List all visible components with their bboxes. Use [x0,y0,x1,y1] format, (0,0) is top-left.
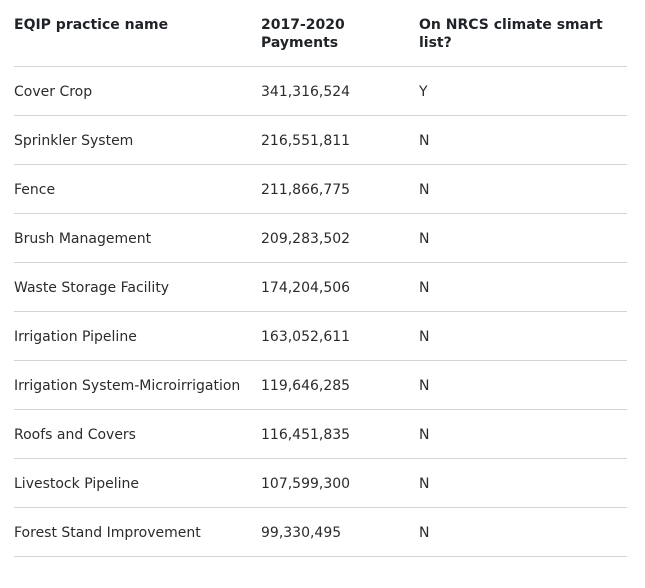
cell-climate-smart: N [419,262,627,312]
cell-payments: 209,283,502 [261,213,419,263]
table-row: Irrigation System-Microirrigation 119,64… [14,360,627,410]
table-row: Waste Storage Facility 174,204,506 N [14,262,627,312]
cell-climate-smart: N [419,507,627,557]
eqip-payments-table: EQIP practice name 2017-2020 Payments On… [14,15,627,557]
cell-climate-smart: N [419,311,627,361]
cell-climate-smart: N [419,213,627,263]
table-row: Forest Stand Improvement 99,330,495 N [14,507,627,557]
cell-climate-smart: N [419,409,627,459]
cell-practice-name: Irrigation System-Microirrigation [14,360,261,410]
cell-practice-name: Cover Crop [14,66,261,116]
cell-payments: 341,316,524 [261,66,419,116]
cell-climate-smart: N [419,360,627,410]
table-row: Cover Crop 341,316,524 Y [14,66,627,116]
header-climate-smart: On NRCS climate smart list? [419,15,627,67]
cell-climate-smart: Y [419,66,627,116]
cell-practice-name: Brush Management [14,213,261,263]
cell-practice-name: Roofs and Covers [14,409,261,459]
header-payments: 2017-2020 Payments [261,15,419,67]
cell-payments: 107,599,300 [261,458,419,508]
cell-climate-smart: N [419,164,627,214]
table-header: EQIP practice name 2017-2020 Payments On… [14,15,627,67]
header-row: EQIP practice name 2017-2020 Payments On… [14,15,627,67]
cell-practice-name: Waste Storage Facility [14,262,261,312]
cell-climate-smart: N [419,115,627,165]
cell-payments: 174,204,506 [261,262,419,312]
cell-practice-name: Fence [14,164,261,214]
cell-payments: 163,052,611 [261,311,419,361]
cell-practice-name: Sprinkler System [14,115,261,165]
table-row: Fence 211,866,775 N [14,164,627,214]
cell-payments: 119,646,285 [261,360,419,410]
table-row: Irrigation Pipeline 163,052,611 N [14,311,627,361]
cell-practice-name: Forest Stand Improvement [14,507,261,557]
header-practice-name: EQIP practice name [14,15,261,67]
table-row: Livestock Pipeline 107,599,300 N [14,458,627,508]
cell-climate-smart: N [419,458,627,508]
cell-practice-name: Irrigation Pipeline [14,311,261,361]
table-row: Roofs and Covers 116,451,835 N [14,409,627,459]
table-row: Sprinkler System 216,551,811 N [14,115,627,165]
eqip-payments-table-container: EQIP practice name 2017-2020 Payments On… [14,15,627,557]
cell-payments: 216,551,811 [261,115,419,165]
cell-payments: 116,451,835 [261,409,419,459]
cell-payments: 211,866,775 [261,164,419,214]
table-row: Brush Management 209,283,502 N [14,213,627,263]
cell-payments: 99,330,495 [261,507,419,557]
cell-practice-name: Livestock Pipeline [14,458,261,508]
table-body: Cover Crop 341,316,524 Y Sprinkler Syste… [14,66,627,557]
